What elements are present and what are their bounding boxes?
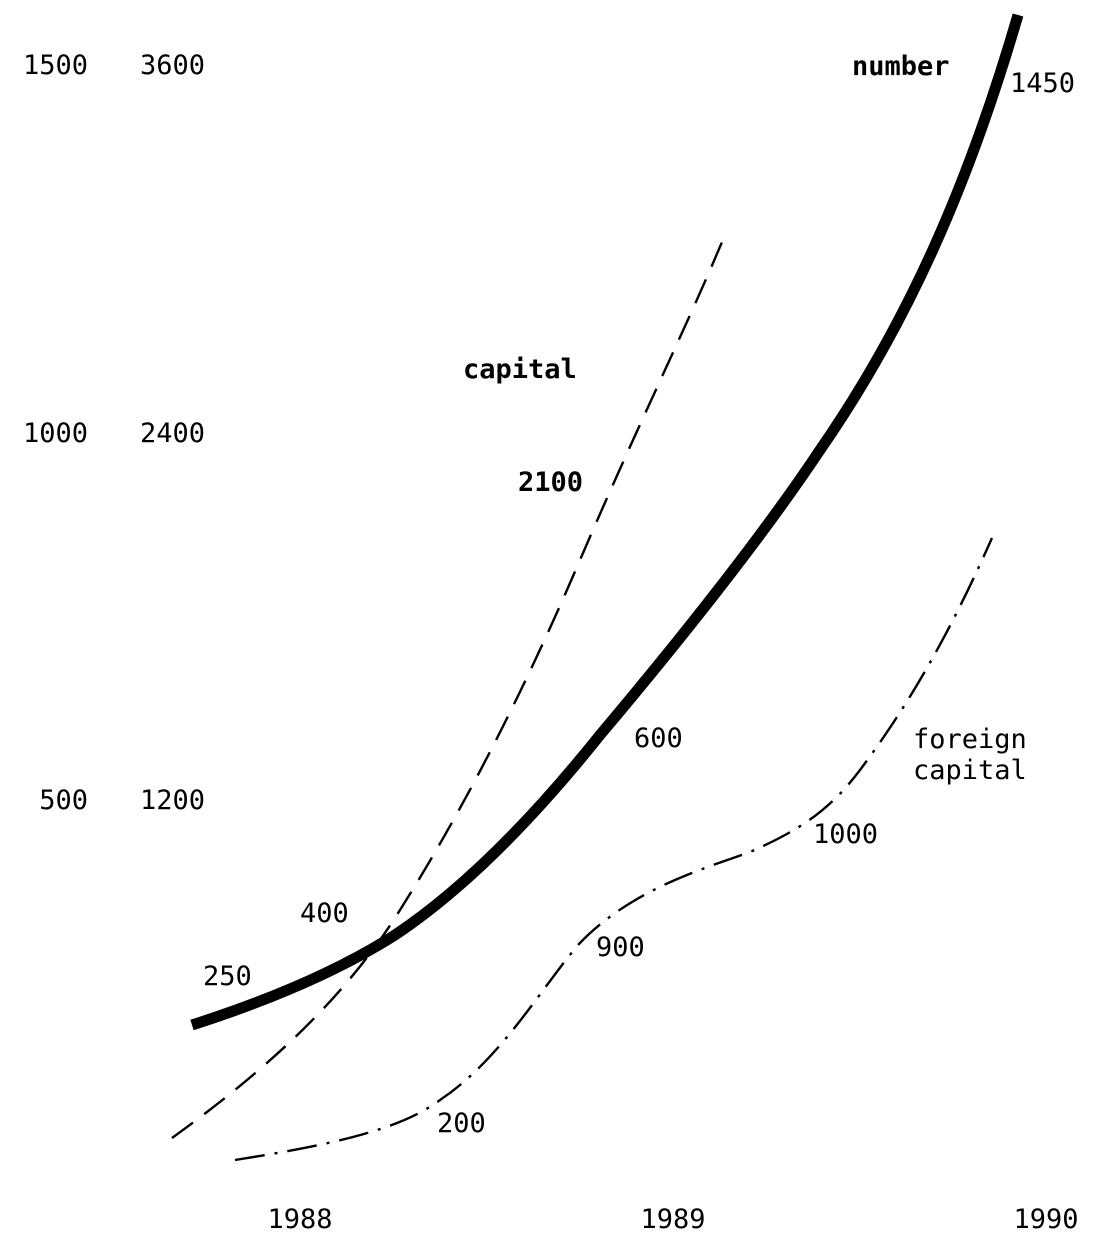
series-line-capital — [171, 229, 729, 1139]
series-label-foreign-capital-line1: foreign — [913, 724, 1027, 755]
left-axis-tick-1000: 1000 — [23, 418, 88, 449]
data-label-number-1450: 1450 — [1010, 68, 1075, 99]
series-label-number: number — [852, 51, 950, 82]
right-axis-tick-1200: 1200 — [140, 785, 205, 816]
data-label-foreign-capital-900: 900 — [596, 932, 645, 963]
data-label-capital-2100: 2100 — [518, 467, 583, 498]
series-label-capital: capital — [463, 354, 577, 385]
series-line-foreign-capital — [234, 537, 994, 1162]
series-label-foreign-capital-line2: capital — [913, 755, 1027, 786]
series-line-number — [190, 13, 1024, 1031]
data-label-foreign-capital-200: 200 — [437, 1108, 486, 1139]
x-axis-tick-1988: 1988 — [267, 1204, 332, 1235]
data-label-number-250: 250 — [203, 961, 252, 992]
right-axis-tick-3600: 3600 — [140, 50, 205, 81]
right-axis-tick-2400: 2400 — [140, 418, 205, 449]
data-label-number-400: 400 — [300, 898, 349, 929]
left-axis-tick-1500: 1500 — [23, 50, 88, 81]
x-axis-tick-1990: 1990 — [1013, 1204, 1078, 1235]
data-label-foreign-capital-1000: 1000 — [813, 819, 878, 850]
data-label-number-600: 600 — [634, 723, 683, 754]
left-axis-tick-500: 500 — [39, 785, 88, 816]
x-axis-tick-1989: 1989 — [640, 1204, 705, 1235]
